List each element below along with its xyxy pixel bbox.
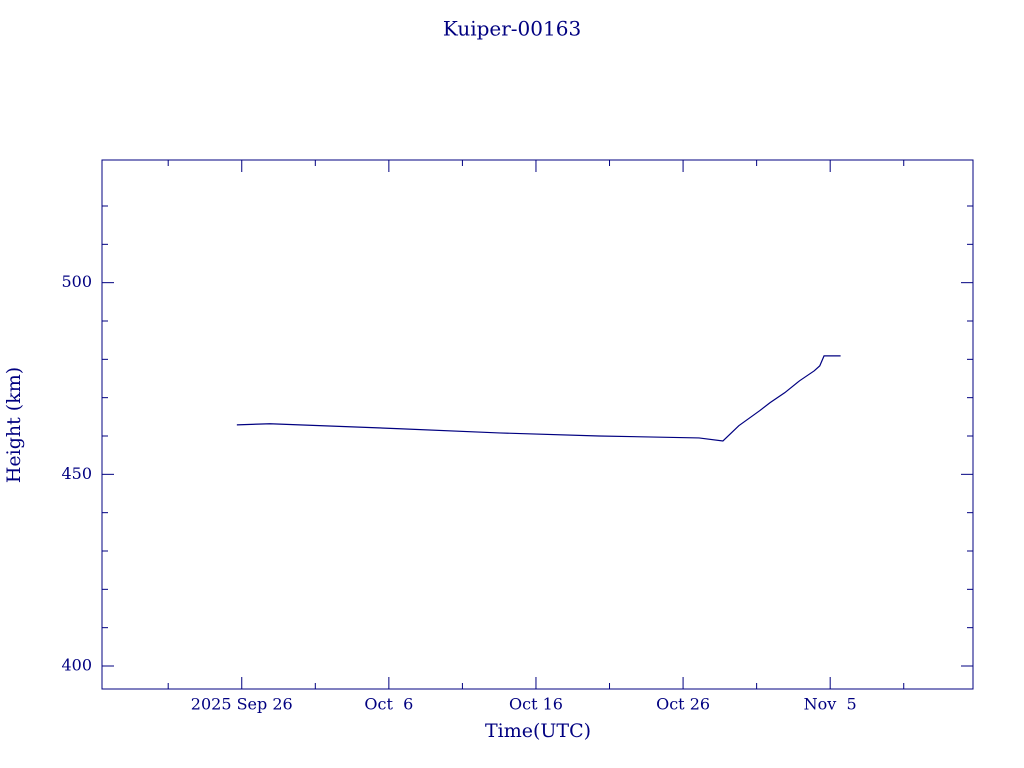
y-tick-label: 450 <box>61 464 92 483</box>
x-tick-label: Oct 6 <box>364 695 413 714</box>
y-tick-label: 400 <box>61 656 92 675</box>
y-tick-label: 500 <box>61 272 92 291</box>
y-axis-label: Height (km) <box>3 367 25 483</box>
data-line <box>236 355 841 442</box>
chart-title: Kuiper-00163 <box>443 17 581 41</box>
x-tick-label: Oct 26 <box>656 695 710 714</box>
x-axis-label: Time(UTC) <box>485 720 591 742</box>
x-tick-label: Nov 5 <box>804 695 857 714</box>
x-tick-label: 2025 Sep 26 <box>191 695 293 714</box>
x-tick-label: Oct 16 <box>509 695 563 714</box>
plot-frame <box>101 159 974 690</box>
